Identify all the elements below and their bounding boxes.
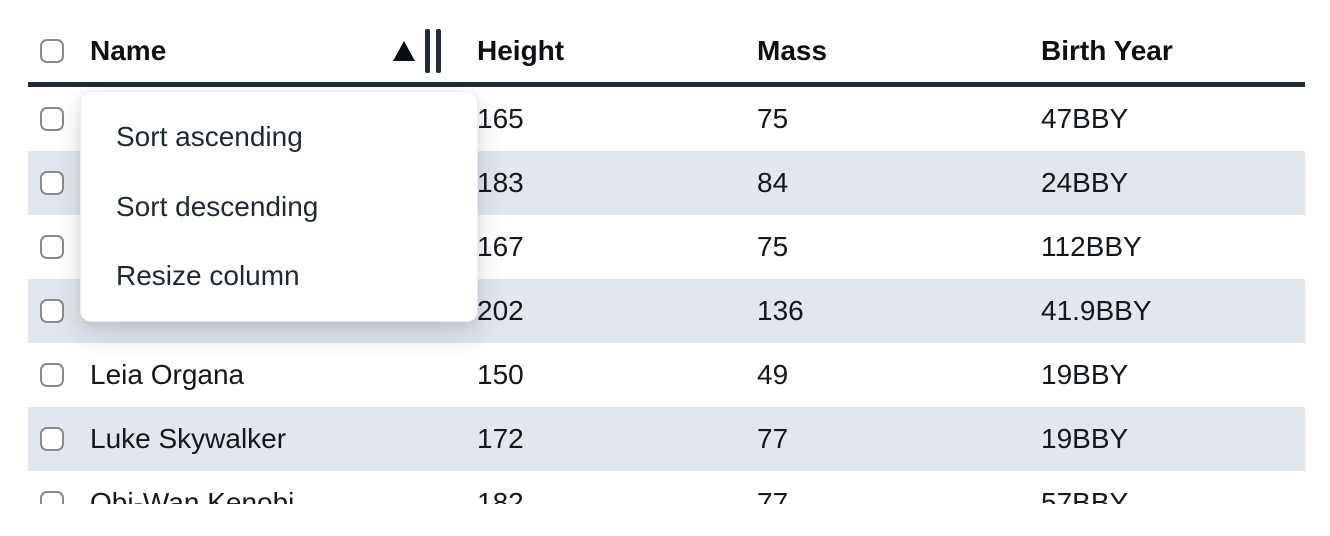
cell-mass: 49 [757, 359, 789, 390]
cell-height: 202 [477, 295, 524, 326]
resize-bar-icon [436, 29, 441, 73]
table-row[interactable]: Obi-Wan Kenobi 182 77 57BBY [28, 471, 1305, 504]
resize-bar-icon [425, 29, 430, 73]
cell-mass: 84 [757, 167, 789, 198]
row-checkbox[interactable] [40, 491, 64, 504]
cell-height: 165 [477, 103, 524, 134]
cell-height: 182 [477, 487, 524, 504]
cell-height: 172 [477, 423, 524, 454]
cell-mass: 75 [757, 231, 789, 262]
table-row[interactable]: Leia Organa 150 49 19BBY [28, 343, 1305, 407]
cell-mass: 77 [757, 487, 789, 504]
cell-height: 167 [477, 231, 524, 262]
menu-item-sort-descending[interactable]: Sort descending [116, 190, 319, 222]
cell-mass: 77 [757, 423, 789, 454]
column-header-height[interactable]: Height [477, 35, 565, 66]
row-checkbox[interactable] [40, 107, 64, 131]
cell-height: 150 [477, 359, 524, 390]
row-checkbox[interactable] [40, 363, 64, 387]
column-header-name-label: Name [90, 35, 167, 66]
cell-birth-year: 24BBY [1041, 167, 1129, 198]
menu-item-sort-ascending[interactable]: Sort ascending [116, 120, 303, 152]
row-checkbox[interactable] [40, 171, 64, 195]
row-checkbox[interactable] [40, 299, 64, 323]
cell-birth-year: 112BBY [1041, 231, 1142, 262]
cell-name: Obi-Wan Kenobi [90, 487, 295, 504]
row-checkbox[interactable] [40, 427, 64, 451]
row-checkbox[interactable] [40, 235, 64, 259]
sort-ascending-icon [393, 41, 415, 61]
cell-mass: 75 [757, 103, 789, 134]
column-header-birth-year[interactable]: Birth Year [1041, 35, 1173, 66]
column-header-name[interactable]: Name [90, 20, 477, 82]
menu-item-resize-column[interactable]: Resize column [116, 260, 300, 292]
name-sort-controls [393, 29, 441, 73]
select-all-checkbox[interactable] [40, 39, 64, 63]
cell-birth-year: 19BBY [1041, 359, 1129, 390]
cell-birth-year: 47BBY [1041, 103, 1129, 134]
select-all-cell [28, 39, 90, 63]
column-header-mass[interactable]: Mass [757, 35, 828, 66]
column-context-menu: Sort ascending Sort descending Resize co… [80, 91, 478, 322]
cell-birth-year: 57BBY [1041, 487, 1129, 504]
table-row[interactable]: Luke Skywalker 172 77 19BBY [28, 407, 1305, 471]
cell-height: 183 [477, 167, 524, 198]
column-resize-handle-icon[interactable] [425, 29, 441, 73]
cell-birth-year: 19BBY [1041, 423, 1129, 454]
cell-mass: 136 [757, 295, 804, 326]
cell-birth-year: 41.9BBY [1041, 295, 1152, 326]
cell-name: Leia Organa [90, 359, 245, 390]
table-header-row: Name Height Mass Birth Year [28, 20, 1305, 87]
cell-name: Luke Skywalker [90, 423, 287, 454]
